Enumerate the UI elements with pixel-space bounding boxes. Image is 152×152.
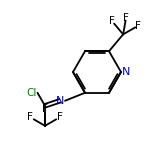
Text: F: F <box>57 112 63 122</box>
Text: F: F <box>27 112 33 122</box>
Text: F: F <box>109 16 115 26</box>
Text: F: F <box>42 104 48 114</box>
Text: F: F <box>135 21 141 31</box>
Text: F: F <box>123 13 129 23</box>
Text: N: N <box>122 67 130 77</box>
Text: N: N <box>56 96 64 106</box>
Text: Cl: Cl <box>26 88 36 98</box>
